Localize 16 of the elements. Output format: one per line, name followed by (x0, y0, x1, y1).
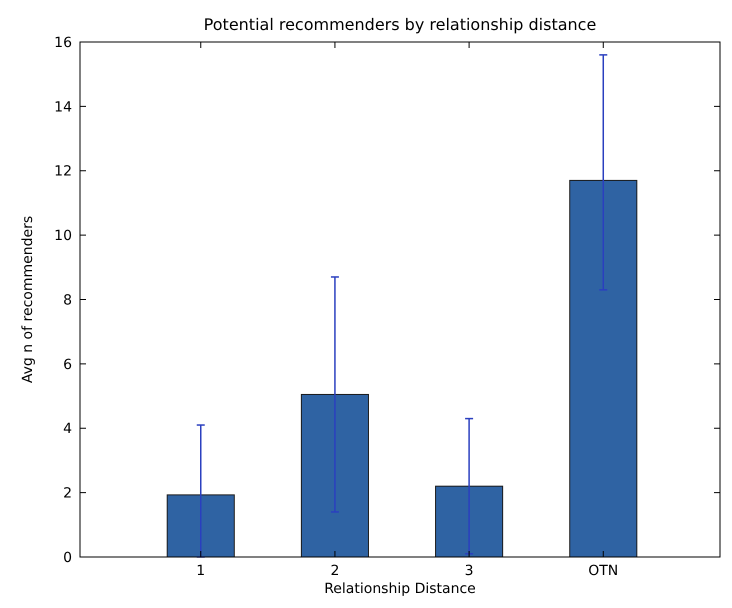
x-axis-title: Relationship Distance (324, 581, 476, 597)
y-tick-label: 10 (54, 228, 72, 244)
x-tick-label: 2 (330, 563, 340, 579)
y-tick-label: 2 (63, 486, 72, 502)
y-tick-label: 6 (63, 356, 72, 373)
y-tick-label: 12 (54, 164, 72, 180)
chart-title: Potential recommenders by relationship distance (204, 15, 596, 34)
y-tick-label: 8 (63, 292, 72, 308)
x-tick-label: 1 (196, 563, 206, 579)
x-tick-label: OTN (588, 563, 618, 579)
y-tick-label: 0 (63, 550, 72, 566)
y-tick-label: 16 (54, 34, 72, 51)
y-tick-label: 4 (63, 421, 72, 438)
x-tick-label: 3 (464, 563, 474, 579)
y-tick-label: 14 (54, 99, 72, 116)
y-axis-title: Avg n of recommenders (20, 216, 36, 384)
